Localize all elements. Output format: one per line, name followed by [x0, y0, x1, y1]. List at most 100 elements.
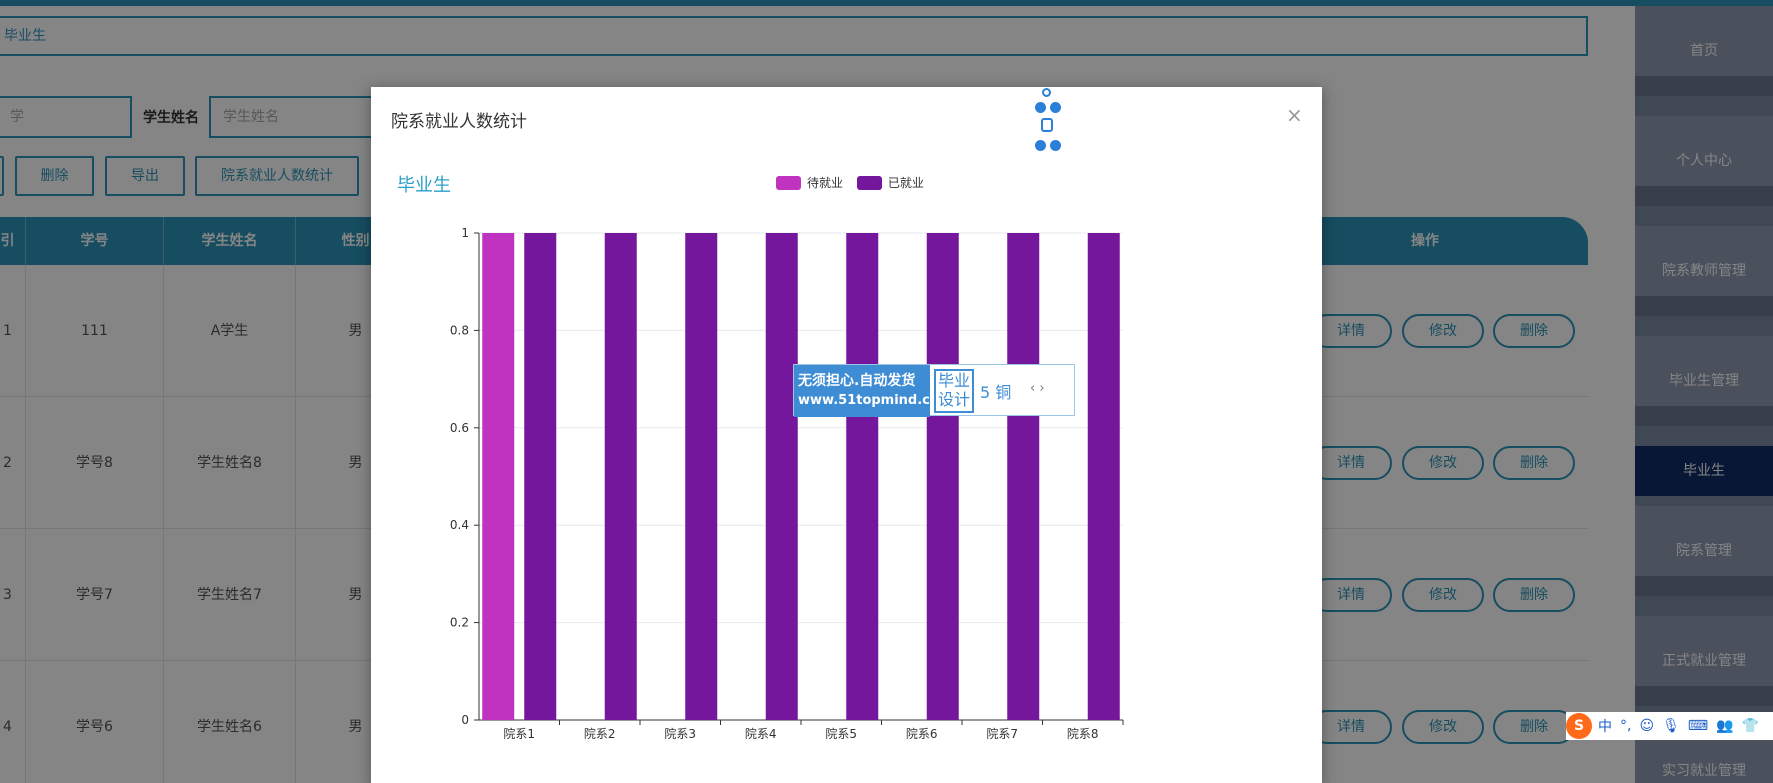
th-index: 引 [0, 217, 26, 265]
emoji-icon[interactable]: ☺ [1639, 718, 1655, 734]
ad-line1: 无须担心.自动发货 [798, 373, 916, 389]
y-tick-label: 0.4 [450, 518, 469, 532]
chart-legend[interactable]: 待就业 已就业 [776, 174, 934, 193]
cell-name: 学生姓名7 [164, 529, 296, 661]
edit-button[interactable]: 修改 [1402, 314, 1484, 348]
partial-button[interactable] [0, 156, 4, 196]
y-tick-label: 1 [461, 226, 469, 240]
th-actions: 操作 [1411, 233, 1439, 249]
bar-chart: 0 0.2 0.4 0.6 0.8 1 院系1 院系2 院系3 院系4 院系5 院系6 院系7 院系8 [450, 226, 1124, 741]
cell-index: 4 [0, 661, 26, 783]
legend-swatch-pending [776, 175, 801, 190]
cell-id: 111 [26, 265, 164, 397]
bar-employed [604, 233, 637, 720]
x-tick-label: 院系3 [664, 727, 696, 741]
move-handle[interactable] [1041, 118, 1053, 132]
chart-title: 毕业生 [397, 175, 451, 196]
bar-employed [685, 233, 718, 720]
bar-pending [482, 233, 515, 720]
x-tick-label: 院系2 [584, 727, 616, 741]
name-search-input[interactable]: 学生姓名 [209, 96, 389, 138]
ad-text: 5 铜 [980, 383, 1012, 402]
x-tick-label: 院系4 [745, 727, 777, 741]
export-button[interactable]: 导出 [105, 156, 185, 196]
rotate-handle[interactable] [1042, 88, 1051, 97]
ad-popup[interactable]: 无须担心.自动发货 www.51topmind.com 毕业设计 5 铜 ‹ › [793, 364, 1075, 417]
detail-button[interactable]: 详情 [1310, 314, 1392, 348]
ad-line2: www.51topmind.com [798, 393, 953, 408]
ad-tag: 毕业设计 [934, 369, 974, 413]
modal-title: 院系就业人数统计 [391, 112, 527, 132]
cell-index: 1 [0, 265, 26, 397]
name-filter-label: 学生姓名 [143, 110, 199, 126]
legend-item-pending[interactable]: 待就业 [776, 174, 843, 191]
x-tick-label: 院系8 [1067, 727, 1099, 741]
x-tick-label: 院系6 [906, 727, 938, 741]
ime-logo-icon[interactable]: S [1566, 713, 1592, 739]
sidebar-item-graduate-mgmt[interactable]: 毕业生管理 [1635, 336, 1773, 426]
bar-employed [765, 233, 798, 720]
sidebar-item-dept-mgmt[interactable]: 院系管理 [1635, 506, 1773, 596]
edit-button[interactable]: 修改 [1402, 710, 1484, 744]
bar-employed [1087, 233, 1120, 720]
ime-toolbar[interactable]: S 中 °, ☺ 🎙 ⌨ 👥 👕 [1566, 712, 1773, 740]
cell-index: 2 [0, 397, 26, 529]
y-tick-label: 0.6 [450, 421, 469, 435]
row-delete-button[interactable]: 删除 [1493, 710, 1575, 744]
y-tick-label: 0.2 [450, 616, 469, 630]
legend-label-pending: 待就业 [807, 176, 844, 190]
bar-employed [1007, 233, 1040, 720]
sidebar-item-dept-teacher[interactable]: 院系教师管理 [1635, 226, 1773, 316]
sidebar-item-graduate[interactable]: 毕业生 [1635, 446, 1773, 496]
x-tick-label: 院系1 [503, 727, 535, 741]
detail-button[interactable]: 详情 [1310, 710, 1392, 744]
keyboard-icon[interactable]: ⌨ [1687, 718, 1709, 734]
sidebar: 首页 个人中心 院系教师管理 毕业生管理 毕业生 院系管理 正式就业管理 实习就… [1635, 6, 1773, 783]
row-delete-button[interactable]: 删除 [1493, 578, 1575, 612]
cell-id: 学号6 [26, 661, 164, 783]
selection-handles[interactable] [1032, 88, 1062, 154]
resize-handle[interactable] [1050, 140, 1061, 151]
close-icon[interactable]: × [1286, 103, 1303, 127]
ad-banner[interactable]: 无须担心.自动发货 www.51topmind.com [794, 365, 953, 417]
cell-name: 学生姓名6 [164, 661, 296, 783]
sidebar-item-profile[interactable]: 个人中心 [1635, 116, 1773, 206]
detail-button[interactable]: 详情 [1310, 578, 1392, 612]
user-icon[interactable]: 👥 [1716, 718, 1734, 734]
th-name: 学生姓名 [164, 217, 296, 265]
sidebar-item-home[interactable]: 首页 [1635, 6, 1773, 96]
bar-employed [926, 233, 959, 720]
mic-icon[interactable]: 🎙 [1662, 718, 1680, 734]
cell-name: A学生 [164, 265, 296, 397]
edit-button[interactable]: 修改 [1402, 578, 1484, 612]
stats-modal: 院系就业人数统计 × 毕业生 待就业 已就业 0 0.2 0.4 0.6 0.8 1 院系1… [371, 87, 1322, 783]
bar-employed [846, 233, 879, 720]
cell-id: 学号7 [26, 529, 164, 661]
resize-handle[interactable] [1035, 102, 1046, 113]
shirt-icon[interactable]: 👕 [1741, 718, 1759, 734]
sidebar-item-formal-employment[interactable]: 正式就业管理 [1635, 616, 1773, 706]
row-delete-button[interactable]: 删除 [1493, 446, 1575, 480]
legend-item-employed[interactable]: 已就业 [856, 174, 924, 191]
y-tick-label: 0.8 [450, 323, 469, 337]
y-tick-label: 0 [461, 713, 469, 727]
search-input-1[interactable]: 学 [0, 96, 132, 138]
top-bar [0, 0, 1773, 6]
ime-punct[interactable]: °, [1620, 718, 1632, 734]
cell-name: 学生姓名8 [164, 397, 296, 529]
edit-button[interactable]: 修改 [1402, 446, 1484, 480]
resize-handle[interactable] [1035, 140, 1046, 151]
delete-button[interactable]: 删除 [15, 156, 94, 196]
resize-handle[interactable] [1050, 102, 1061, 113]
breadcrumb: 毕业生 [0, 16, 1588, 56]
x-tick-label: 院系7 [986, 727, 1018, 741]
ime-mode[interactable]: 中 [1598, 719, 1612, 735]
stats-button[interactable]: 院系就业人数统计 [195, 156, 359, 196]
bar-employed [524, 233, 557, 720]
cell-index: 3 [0, 529, 26, 661]
legend-swatch-employed [856, 175, 882, 190]
cell-id: 学号8 [26, 397, 164, 529]
legend-label-employed: 已就业 [887, 176, 924, 190]
row-delete-button[interactable]: 删除 [1493, 314, 1575, 348]
ad-nav[interactable]: ‹ › [1030, 381, 1045, 396]
